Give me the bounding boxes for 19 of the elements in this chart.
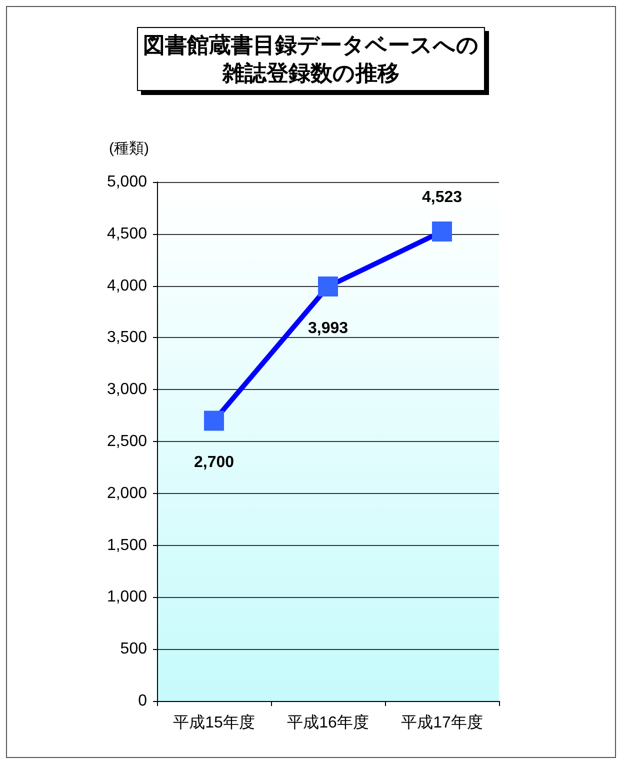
y-tick-label: 2,000 <box>106 484 148 502</box>
y-tick-label: 0 <box>138 692 148 710</box>
y-tick-label: 1,500 <box>106 536 148 554</box>
y-axis-title: (種類) <box>109 140 149 157</box>
y-tick-label: 2,500 <box>106 433 148 450</box>
x-tick-label: 平成17年度 <box>401 714 483 732</box>
x-tick-label: 平成16年度 <box>287 714 369 732</box>
y-tick-label: 1,000 <box>106 588 148 606</box>
y-tick-label: 4,500 <box>106 225 148 242</box>
data-label: 3,993 <box>308 320 348 338</box>
data-label: 4,523 <box>422 189 462 206</box>
chart-title: 図書館蔵書目録データベースへの雑誌登録数の推移 <box>143 32 479 86</box>
y-tick-label: 3,500 <box>106 329 148 346</box>
x-tick-label: 平成15年度 <box>173 714 255 732</box>
y-tick-label: 500 <box>120 640 148 658</box>
y-tick-label: 4,000 <box>106 277 148 294</box>
y-tick-label: 5,000 <box>106 174 148 190</box>
data-label: 2,700 <box>194 454 234 472</box>
y-tick-label: 3,000 <box>106 381 148 398</box>
